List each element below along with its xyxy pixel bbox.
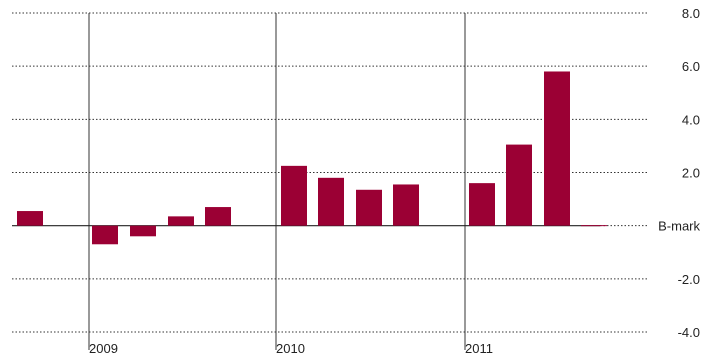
year-label: 2009 <box>89 341 118 356</box>
bar <box>92 225 118 245</box>
bar <box>356 189 382 226</box>
bar <box>130 225 156 237</box>
y-tick-label: 8.0 <box>682 6 700 21</box>
bar <box>168 216 194 226</box>
year-dividers <box>88 13 466 350</box>
bars <box>17 71 607 245</box>
year-label: 2010 <box>276 341 305 356</box>
y-tick-label: 4.0 <box>682 112 700 127</box>
y-tick-label: 6.0 <box>682 59 700 74</box>
bar <box>205 207 231 226</box>
y-tick-label: 2.0 <box>682 166 700 181</box>
bar <box>393 184 419 226</box>
bar <box>544 71 570 226</box>
bar <box>506 144 532 226</box>
bar <box>469 183 495 226</box>
y-axis-tick-labels: 8.0 6.0 4.0 2.0 B-mark -2.0 -4.0 <box>658 6 700 340</box>
y-tick-label: B-mark <box>658 219 700 234</box>
y-tick-label: -2.0 <box>678 272 700 287</box>
bar <box>581 225 607 227</box>
gridlines <box>12 12 648 333</box>
bar <box>281 165 307 226</box>
year-label: 2011 <box>465 341 493 356</box>
bar <box>318 177 344 226</box>
y-tick-label: -4.0 <box>678 325 700 340</box>
year-labels: 2009 2010 2011 <box>89 341 493 356</box>
bar <box>17 211 43 226</box>
